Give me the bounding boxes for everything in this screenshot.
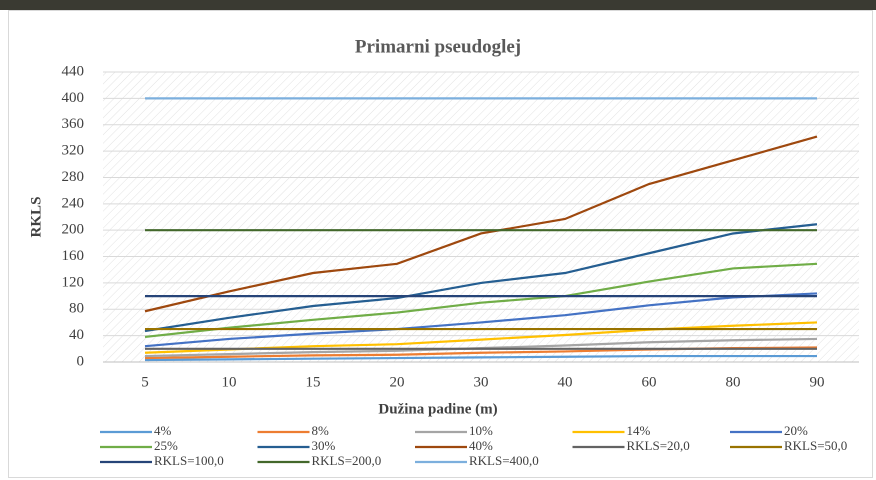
legend-label: 20% <box>784 423 808 438</box>
chart: Primarni pseudoglej Dužina padine (m) RK… <box>0 0 876 480</box>
plot-area <box>103 72 859 362</box>
x-tick-label: 30 <box>474 374 489 390</box>
y-tick-label: 40 <box>69 327 84 343</box>
legend-label: 4% <box>154 423 172 438</box>
legend-label: RKLS=200,0 <box>312 453 382 468</box>
x-tick-label: 40 <box>558 374 573 390</box>
y-tick-label: 320 <box>62 143 85 159</box>
legend-label: 30% <box>312 438 336 453</box>
x-tick-label: 5 <box>141 374 149 390</box>
y-tick-label: 120 <box>62 274 85 290</box>
x-tick-label: 20 <box>390 374 405 390</box>
y-tick-label: 240 <box>62 195 85 211</box>
y-tick-label: 0 <box>77 353 85 369</box>
legend-label: 8% <box>312 423 330 438</box>
legend-label: RKLS=100,0 <box>154 453 224 468</box>
legend-label: 40% <box>469 438 493 453</box>
x-tick-label: 10 <box>222 374 237 390</box>
legend-label: RKLS=50,0 <box>784 438 847 453</box>
legend-label: 14% <box>627 423 651 438</box>
legend-label: RKLS=20,0 <box>627 438 690 453</box>
y-tick-label: 80 <box>69 301 84 317</box>
y-tick-label: 160 <box>62 248 85 264</box>
y-tick-label: 360 <box>62 116 85 132</box>
legend-label: 10% <box>469 423 493 438</box>
x-tick-label: 60 <box>642 374 657 390</box>
x-tick-label: 15 <box>306 374 321 390</box>
y-tick-label: 400 <box>62 90 85 106</box>
chart-title: Primarni pseudoglej <box>355 36 521 57</box>
y-axis-label: RKLS <box>28 197 44 238</box>
x-tick-label: 80 <box>726 374 741 390</box>
y-tick-label: 440 <box>62 63 85 79</box>
x-tick-label: 90 <box>810 374 825 390</box>
x-axis-label: Dužina padine (m) <box>378 401 497 417</box>
y-tick-label: 200 <box>62 222 85 238</box>
y-tick-label: 280 <box>62 169 85 185</box>
legend-label: RKLS=400,0 <box>469 453 539 468</box>
photo-strip <box>0 0 876 10</box>
legend-label: 25% <box>154 438 178 453</box>
